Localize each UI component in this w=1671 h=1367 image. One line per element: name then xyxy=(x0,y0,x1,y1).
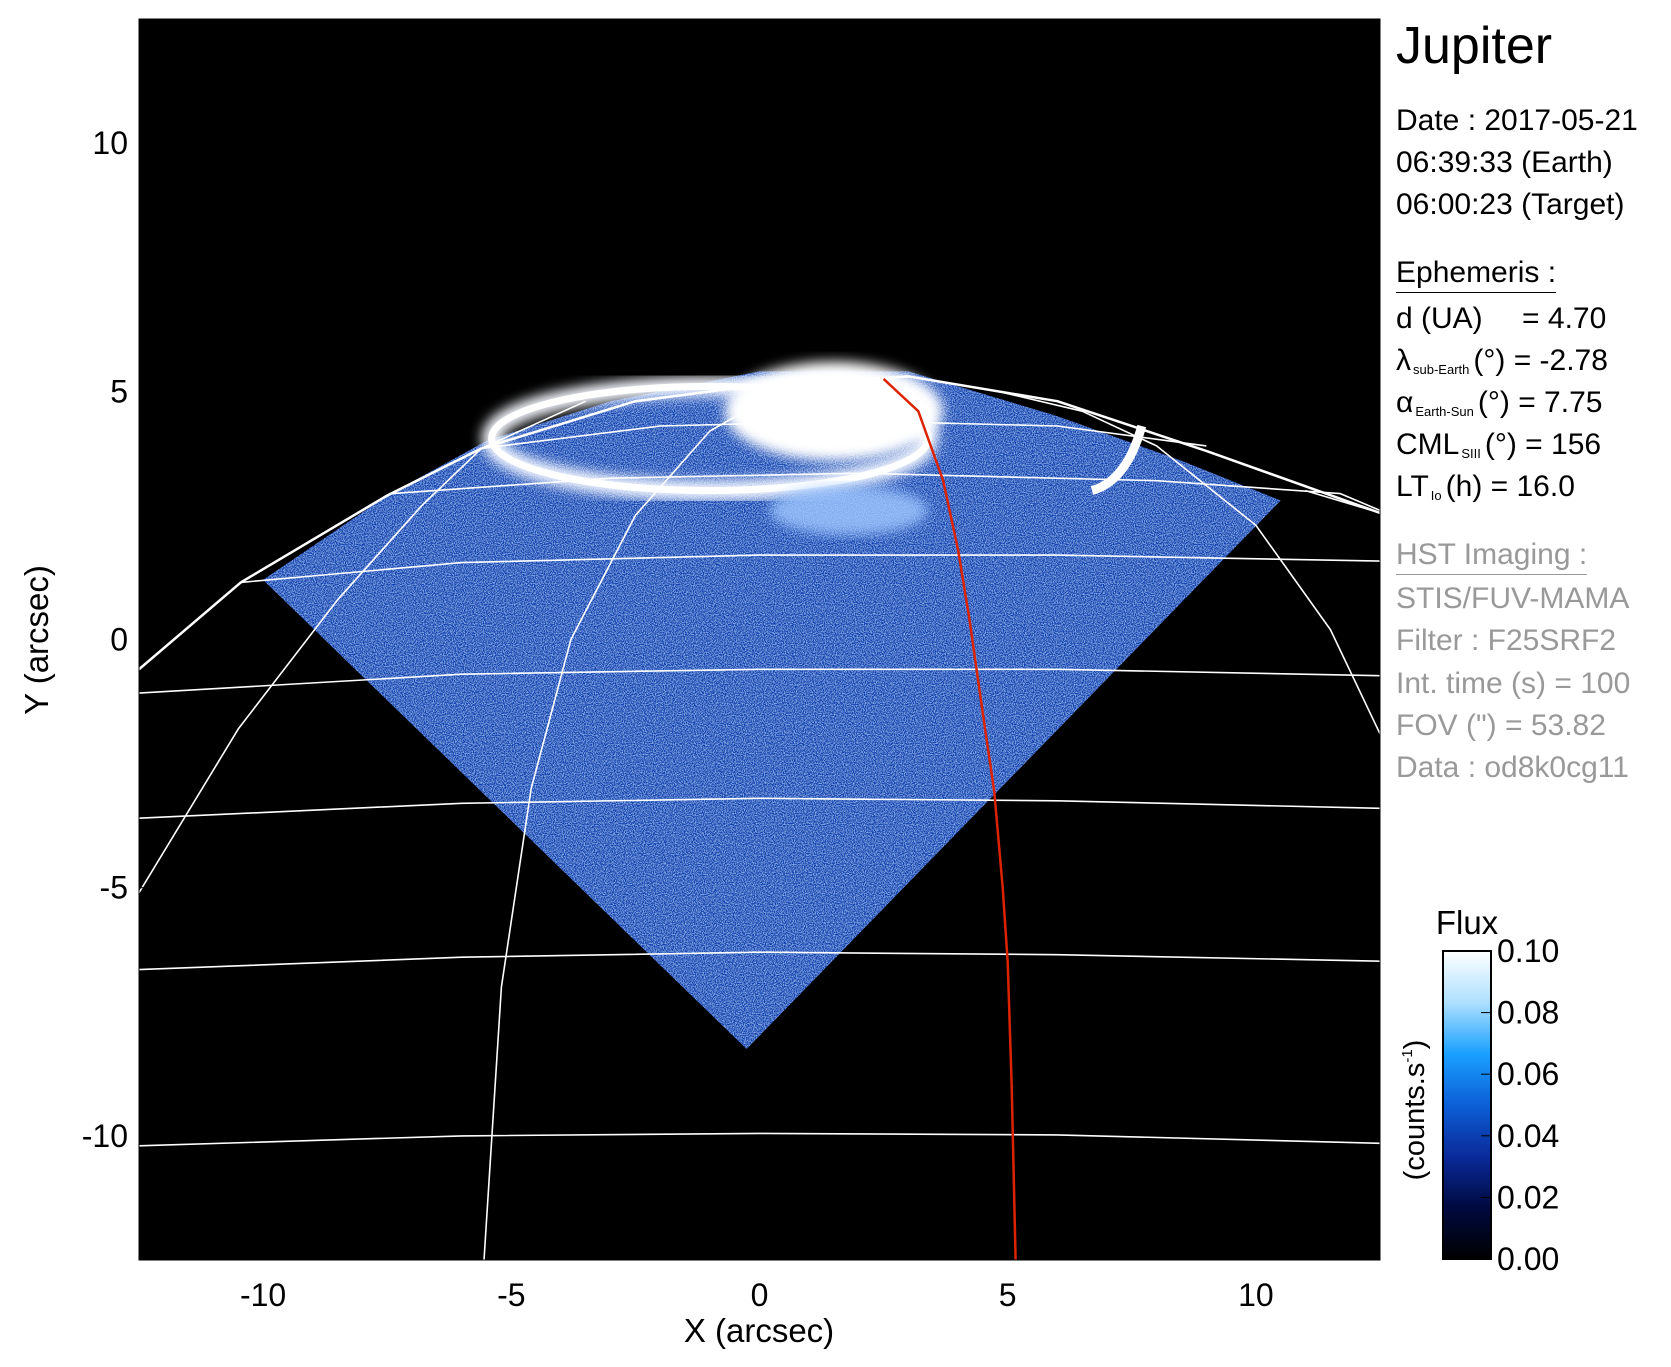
x-ticks: -10 -5 0 5 10 xyxy=(240,1248,1274,1313)
ephemeris-row: λ sub-Earth (°) = -2.78 xyxy=(1396,344,1608,387)
y-tick-label: 10 xyxy=(92,125,128,161)
plot-layer xyxy=(139,361,1380,1260)
ephemeris-symbol: CML xyxy=(1396,428,1460,461)
ephemeris-value: (°) = 7.75 xyxy=(1477,386,1603,419)
ephemeris-header: Ephemeris : xyxy=(1396,256,1557,293)
ephemeris-value: (h) = 16.0 xyxy=(1445,470,1575,503)
ephemeris-subscript: SIII xyxy=(1461,446,1481,461)
planet-title: Jupiter xyxy=(1396,17,1553,75)
colorbar-tick-label: 0.06 xyxy=(1497,1056,1559,1092)
colorbar xyxy=(1442,950,1492,1260)
hst-data-id: Data : od8k0cg11 xyxy=(1396,751,1629,784)
ephemeris-symbol: α xyxy=(1396,386,1414,419)
x-tick-label: 5 xyxy=(999,1277,1017,1313)
ephemeris-subscript: sub-Earth xyxy=(1413,362,1470,377)
y-tick-label: 0 xyxy=(110,622,128,658)
y-tick-label: -10 xyxy=(82,1118,128,1154)
planet-limb xyxy=(139,375,1380,671)
emission-region xyxy=(263,371,1281,1049)
colorbar-tick-label: 0.02 xyxy=(1497,1179,1559,1215)
footprint-line xyxy=(882,377,1017,1260)
x-tick-label: 0 xyxy=(751,1277,769,1313)
ephemeris-value: = 4.70 xyxy=(1488,302,1607,335)
y-ticks: 10 5 0 -5 -10 xyxy=(82,125,151,1154)
y-tick-label: 5 xyxy=(110,373,128,409)
date-label: Date : 2017-05-21 xyxy=(1396,104,1638,137)
colorbar-tick-label: 0.10 xyxy=(1497,933,1559,969)
lat-lon-grid-line xyxy=(139,951,1380,971)
colorbar-tick-label: 0.00 xyxy=(1497,1241,1559,1277)
x-tick-label: -5 xyxy=(497,1277,525,1313)
ephemeris-row: CML SIII (°) = 156 xyxy=(1396,428,1601,471)
ephemeris-row: d (UA) = 4.70 xyxy=(1396,302,1606,345)
ephemeris-value: (°) = -2.78 xyxy=(1473,344,1608,377)
ephemeris-row: α Earth-Sun (°) = 7.75 xyxy=(1396,386,1602,429)
x-axis-title: X (arcsec) xyxy=(684,1312,834,1349)
lat-lon-grid-line xyxy=(481,420,1207,450)
colorbar-label: (counts.s-1) xyxy=(1399,1040,1431,1181)
auroral-diffuse xyxy=(769,485,929,536)
lat-lon-grid-line xyxy=(1305,489,1380,514)
lat-lon-grid-line xyxy=(997,390,1380,735)
lat-lon-grid-line xyxy=(483,395,772,1260)
colorbar-ticks: 0.10 0.08 0.06 0.04 0.02 0.00 xyxy=(1481,933,1559,1277)
time-target: 06:00:23 (Target) xyxy=(1396,188,1625,221)
lat-lon-grid-line xyxy=(139,668,1380,694)
ephemeris-subscript: Earth-Sun xyxy=(1415,404,1474,419)
x-tick-label: 10 xyxy=(1238,1277,1274,1313)
hst-filter: Filter : F25SRF2 xyxy=(1396,624,1617,657)
hst-int-time: Int. time (s) = 100 xyxy=(1396,667,1631,700)
hst-fov: FOV (") = 53.82 xyxy=(1396,709,1606,742)
lat-lon-grid-line xyxy=(139,400,587,894)
lat-lon-grid-line xyxy=(392,472,1380,512)
ephemeris-subscript: Io xyxy=(1430,488,1442,503)
auroral-bright-spot xyxy=(724,361,944,461)
colorbar-title: Flux xyxy=(1436,904,1499,941)
ephemeris-symbol: LT xyxy=(1396,470,1429,503)
ephemeris-symbol: λ xyxy=(1396,344,1411,377)
colorbar-tick-label: 0.08 xyxy=(1497,995,1559,1031)
colorbar-tick-label: 0.04 xyxy=(1497,1118,1559,1154)
y-tick-label: -5 xyxy=(100,870,128,906)
ephemeris-row: LT Io (h) = 16.0 xyxy=(1396,470,1575,513)
ephemeris-value: (°) = 156 xyxy=(1484,428,1602,461)
lat-lon-grid-line xyxy=(240,554,1380,584)
lat-lon-grid-line xyxy=(139,797,1380,819)
lat-lon-grid-line xyxy=(139,1132,1380,1147)
y-axis-title: Y (arcsec) xyxy=(18,565,55,715)
hst-header: HST Imaging : xyxy=(1396,538,1588,575)
hst-instrument: STIS/FUV-MAMA xyxy=(1396,582,1630,615)
time-earth: 06:39:33 (Earth) xyxy=(1396,146,1613,179)
x-tick-label: -10 xyxy=(240,1277,286,1313)
ephemeris-symbol: d (UA) xyxy=(1396,302,1483,335)
